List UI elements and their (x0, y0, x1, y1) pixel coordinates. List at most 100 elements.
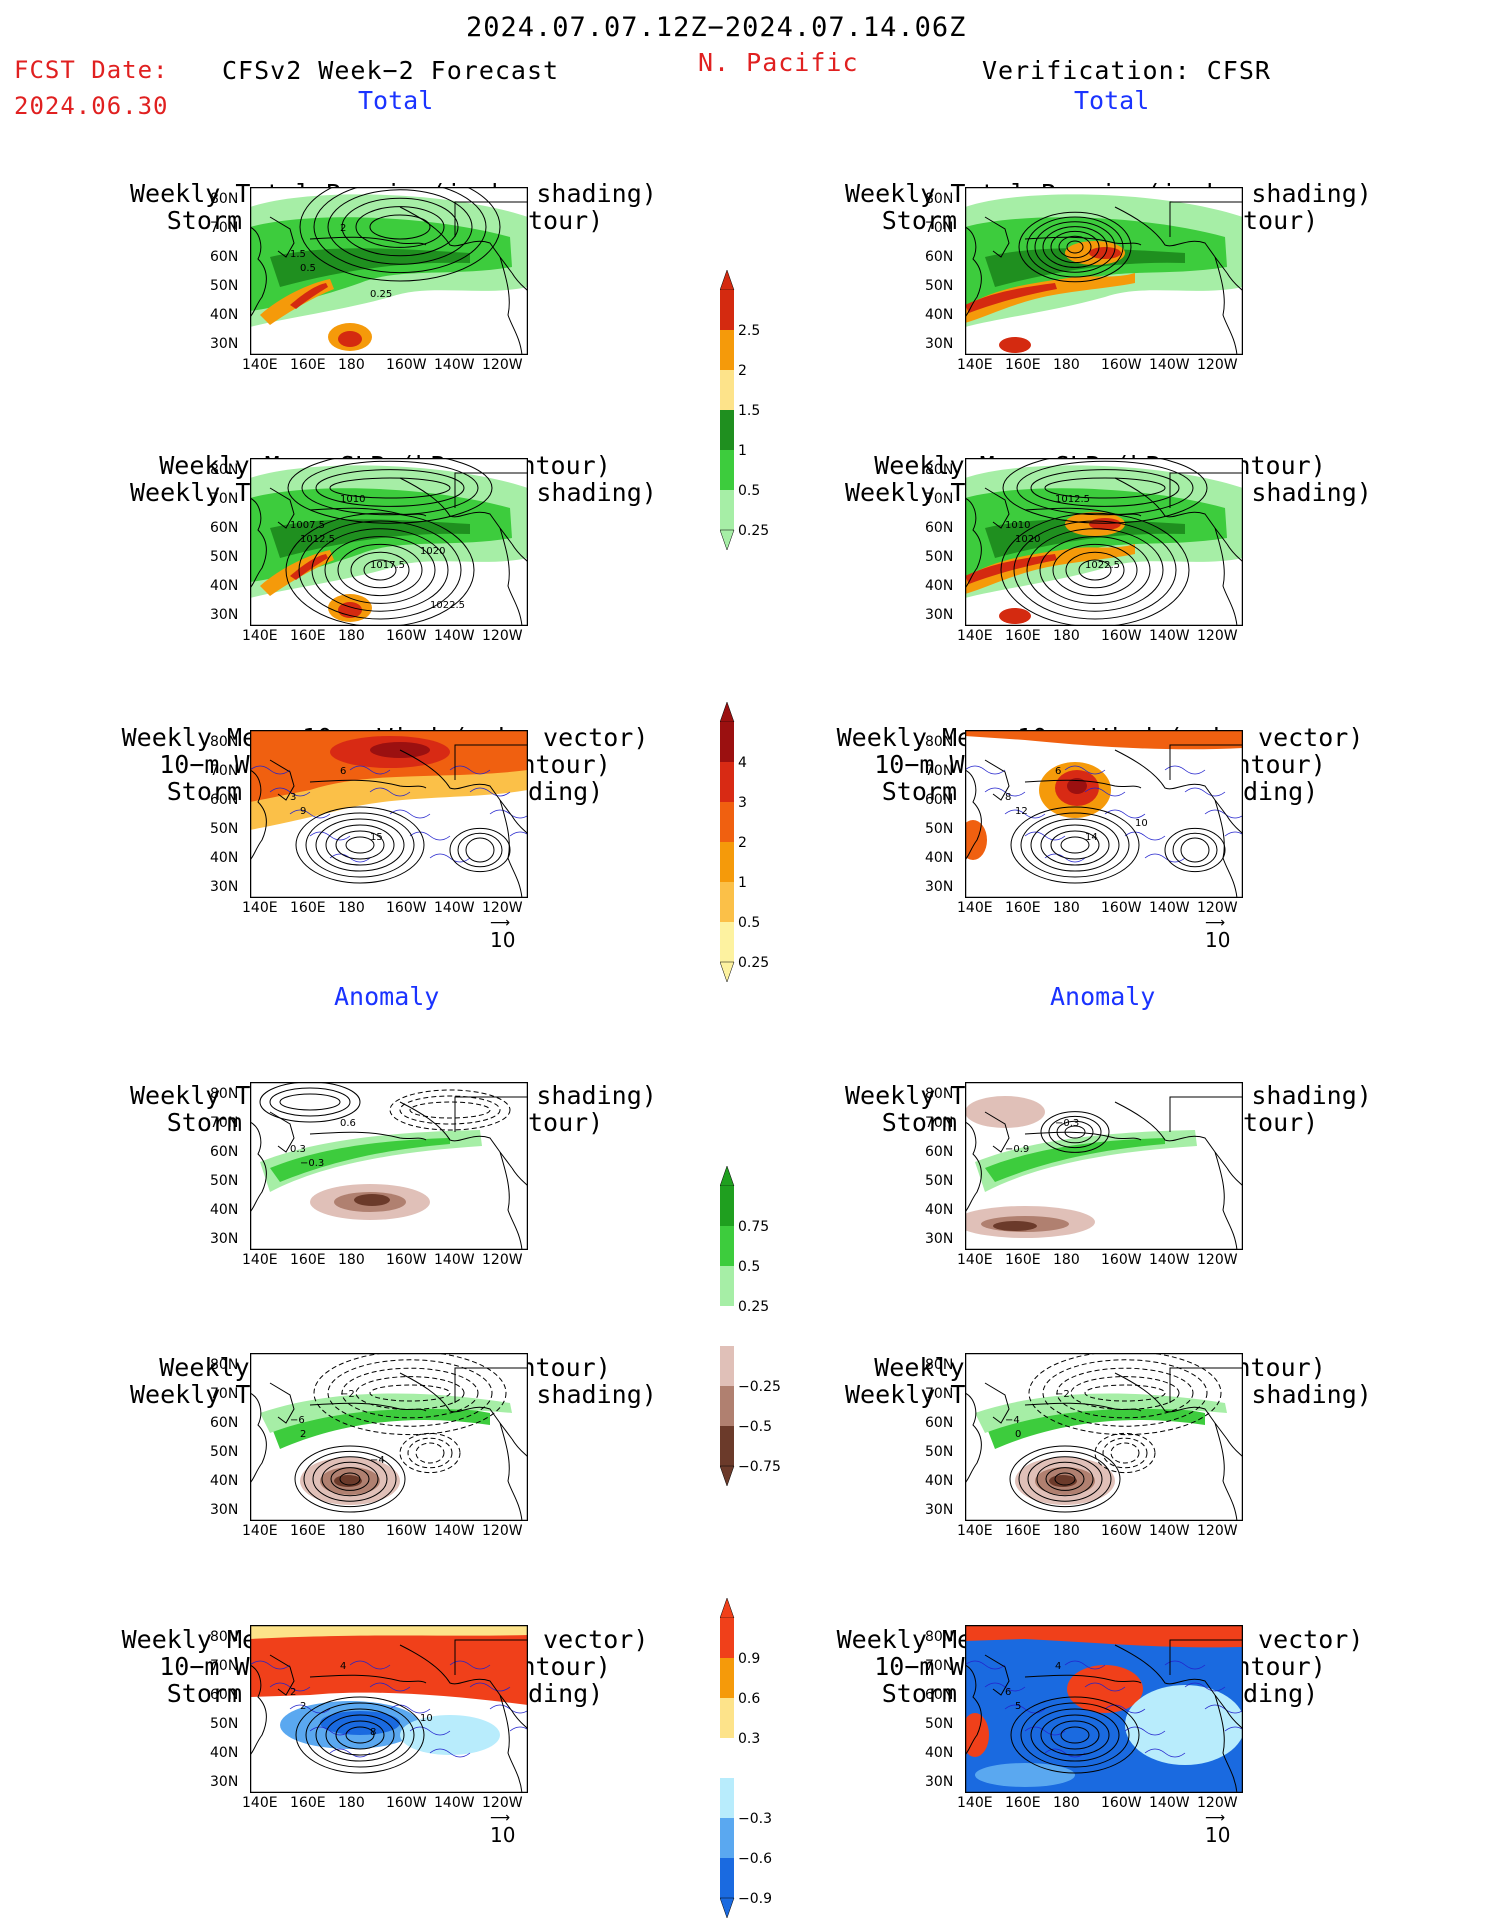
contour-label: 2 (300, 1429, 306, 1440)
date-range: 2024.07.07.12Z−2024.07.14.06Z (466, 12, 967, 43)
lon-label: 140W (1149, 900, 1190, 916)
lat-label: 50N (925, 278, 954, 294)
lat-label: 70N (925, 1115, 954, 1131)
lat-label: 70N (925, 220, 954, 236)
lon-label: 140W (1149, 357, 1190, 373)
lat-label: 40N (210, 1473, 239, 1489)
lon-label: 140W (434, 1252, 475, 1268)
contour-label: −4 (1005, 1415, 1020, 1426)
lat-label: 50N (210, 1716, 239, 1732)
lat-label: 70N (210, 1658, 239, 1674)
lat-label: 30N (210, 607, 239, 623)
lon-label: 140E (242, 900, 278, 916)
lon-label: 140E (957, 1795, 993, 1811)
colorbar-tick-label: −0.3 (738, 1811, 772, 1827)
contour-label: 1012.5 (1055, 494, 1090, 505)
contour-label: −0.9 (1005, 1144, 1029, 1155)
map-fc-slp-precip: 1010 1007.5 1012.5 1017.5 1020 1022.5 80N 70N 60… (210, 452, 529, 644)
colorbar-tick-label: −0.6 (738, 1851, 772, 1867)
lon-label: 180 (338, 1795, 365, 1811)
contour-label: 1007.5 (290, 520, 325, 531)
lat-label: 40N (210, 578, 239, 594)
lat-label: 70N (210, 1115, 239, 1131)
contour-label: 10 (1135, 818, 1148, 829)
lon-label: 140E (242, 628, 278, 644)
lat-label: 80N (925, 191, 954, 207)
contour-label: 6 (1055, 766, 1061, 777)
lat-label: 80N (210, 462, 239, 478)
contour-label: −2 (1055, 1389, 1070, 1400)
contour-label: 1022.5 (430, 600, 465, 611)
lon-label: 160W (1101, 900, 1142, 916)
colorbar-tick-label: 0.25 (738, 523, 769, 539)
colorbar-tick-label: 0.3 (738, 1731, 760, 1747)
contour-label: 0.25 (370, 289, 392, 300)
lon-label: 180 (1053, 1795, 1080, 1811)
lat-label: 30N (925, 1502, 954, 1518)
lon-label: 140W (434, 628, 475, 644)
lat-label: 40N (925, 1745, 954, 1761)
lat-label: 50N (210, 549, 239, 565)
colorbar-storm-total: 4 3 2 1 0.5 0.25 (719, 701, 810, 986)
lat-label: 50N (210, 821, 239, 837)
lat-label: 70N (925, 491, 954, 507)
lon-label: 180 (338, 628, 365, 644)
lat-label: 40N (210, 850, 239, 866)
lon-label: 120W (1197, 1252, 1238, 1268)
contour-label: 2 (300, 1701, 306, 1712)
lat-label: 50N (925, 1716, 954, 1732)
lon-label: 120W (1197, 628, 1238, 644)
lon-label: 140W (434, 357, 475, 373)
map-fc-anom-precip-storm: 0.6 0.3 −0.3 80N 70N 60N 50N 40N 30N 140E 160E 180 1… (210, 1081, 529, 1268)
lon-label: 160E (1005, 1252, 1041, 1268)
contour-label: 1010 (340, 494, 365, 505)
lon-label: 160W (386, 628, 427, 644)
fcst-date-label: FCST Date: (14, 56, 169, 84)
contour-label: 1017.5 (370, 560, 405, 571)
lon-label: 120W (482, 1795, 523, 1811)
lat-label: 60N (210, 1415, 239, 1431)
lon-label: 140W (1149, 1252, 1190, 1268)
lon-label: 140E (957, 628, 993, 644)
lat-label: 50N (210, 1173, 239, 1189)
lat-label: 80N (925, 462, 954, 478)
lon-label: 140E (957, 1252, 993, 1268)
lat-label: 40N (925, 307, 954, 323)
lat-label: 70N (210, 220, 239, 236)
lon-label: 160E (290, 1523, 326, 1539)
lon-label: 160W (386, 1523, 427, 1539)
lon-label: 160E (290, 357, 326, 373)
lon-label: 160W (1101, 1523, 1142, 1539)
lat-label: 60N (925, 249, 954, 265)
lat-label: 40N (210, 307, 239, 323)
lat-label: 60N (210, 1687, 239, 1703)
map-fc-wind-storm: 6 3 9 15 80N 70N 60N 50N 40N 30N 140E 160E 180 160W 14… (210, 729, 551, 952)
contour-label: 10 (420, 1713, 433, 1724)
contour-label: 2 (340, 223, 346, 234)
lon-label: 140E (957, 900, 993, 916)
lat-label: 30N (210, 879, 239, 895)
lat-label: 80N (210, 1357, 239, 1373)
map-vf-precip-storm: 80N 70N 60N 50N 40N 30N 140E 160E 180 160W 140W 120… (925, 186, 1244, 373)
map-vf-anom-wind-storm: 4 6 5 80N 70N 60N 50N 40N 30N 140E 160E 180 160W 140W… (925, 1624, 1266, 1847)
colorbar-tick-label: 0.25 (738, 1299, 769, 1315)
lat-label: 60N (925, 792, 954, 808)
colorbar-precip-anom: 0.75 0.5 0.25 −0.25 −0.5 −0.75 (719, 1165, 810, 1490)
contour-label: 9 (300, 806, 306, 817)
lon-label: 120W (1197, 1795, 1238, 1811)
contour-label: 5 (1015, 1701, 1021, 1712)
lat-label: 80N (925, 1086, 954, 1102)
colorbar-storm-anom: 0.9 0.6 0.3 −0.3 −0.6 −0.9 (719, 1597, 810, 1922)
map-vf-anom-slp-precip: −2 −4 0 80N 70N 60N 50N 40N 30N 140E 160E 180 160W 14… (925, 1350, 1244, 1539)
colorbar-tick-label: 0.5 (738, 915, 760, 931)
lon-label: 160E (1005, 1523, 1041, 1539)
lon-label: 120W (1197, 1523, 1238, 1539)
lat-label: 60N (210, 249, 239, 265)
lon-label: 160W (1101, 1252, 1142, 1268)
lat-label: 60N (210, 520, 239, 536)
lon-label: 160E (1005, 1795, 1041, 1811)
lon-label: 120W (482, 900, 523, 916)
lat-label: 40N (210, 1745, 239, 1761)
colorbar-tick-label: 1 (738, 875, 747, 891)
lon-label: 120W (1197, 357, 1238, 373)
